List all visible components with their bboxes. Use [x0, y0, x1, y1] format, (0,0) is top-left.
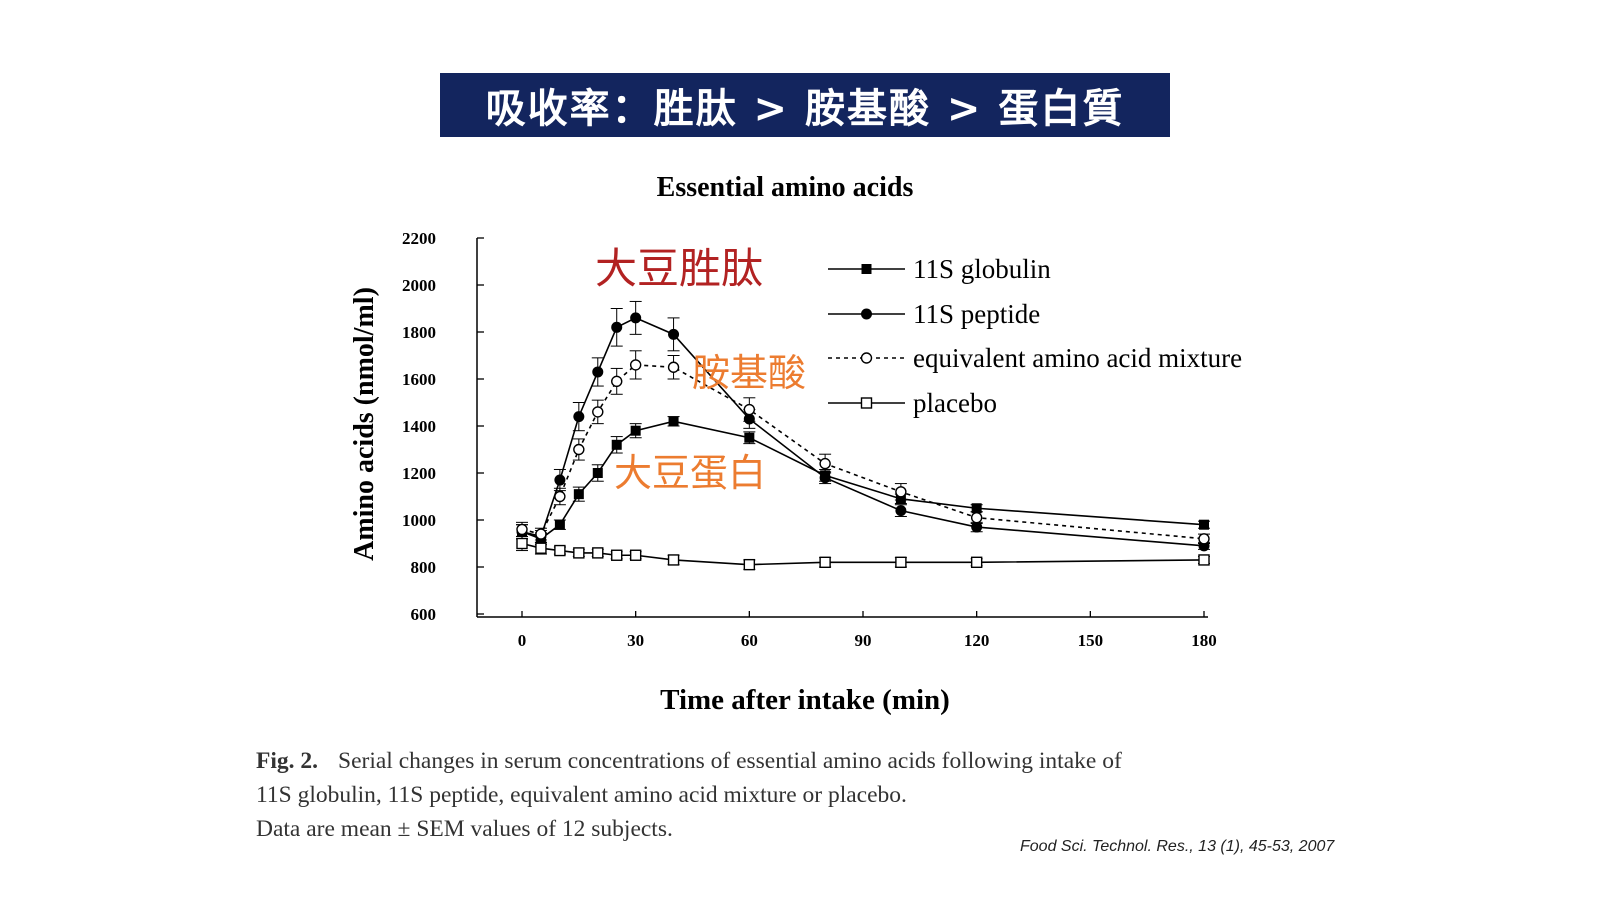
data-point — [743, 558, 756, 571]
title-banner: 吸收率：胜肽 > 胺基酸 > 蛋白質 — [440, 73, 1170, 137]
data-point — [970, 511, 983, 524]
legend-label: 11S globulin — [913, 254, 1051, 284]
data-point — [592, 468, 603, 478]
data-point — [554, 544, 566, 557]
data-point — [573, 489, 584, 500]
y-tick-label: 1000 — [402, 511, 436, 530]
x-tick-label: 60 — [741, 631, 758, 650]
data-point — [970, 556, 983, 568]
data-point — [592, 366, 604, 378]
source-citation: Food Sci. Technol. Res., 13 (1), 45-53, … — [1020, 838, 1335, 855]
data-point — [667, 361, 680, 373]
data-point — [1198, 533, 1210, 545]
data-point — [895, 505, 907, 517]
data-point — [630, 425, 641, 436]
data-point — [554, 474, 566, 486]
data-point — [895, 486, 907, 498]
data-point — [667, 554, 680, 566]
caption-line-2: 11S globulin, 11S peptide, equivalent am… — [256, 782, 907, 808]
x-tick-label: 30 — [627, 631, 644, 650]
data-point — [744, 432, 755, 443]
banner-title: 吸收率：胜肽 > 胺基酸 > 蛋白質 — [485, 86, 1125, 132]
x-tick-label: 0 — [518, 631, 527, 650]
legend-marker — [861, 308, 872, 320]
data-point — [592, 547, 604, 559]
data-point — [573, 411, 585, 423]
data-point — [743, 403, 756, 416]
data-point — [819, 457, 831, 470]
data-point — [611, 549, 623, 561]
data-point — [516, 537, 528, 550]
data-point — [629, 549, 642, 561]
chart-annotation: 胺基酸 — [692, 351, 806, 395]
chart-annotation: 大豆胜肽 — [595, 244, 763, 293]
figure-caption: Fig. 2. Serial changes in serum concentra… — [256, 744, 1376, 846]
data-point — [611, 375, 623, 388]
data-point — [1199, 519, 1209, 530]
chart-title: Essential amino acids — [657, 172, 914, 203]
data-point — [819, 556, 831, 568]
x-tick-label: 180 — [1191, 631, 1217, 650]
data-point — [895, 556, 907, 568]
y-axis-label: Amino acids (nmol/ml) — [349, 287, 380, 561]
y-tick-label: 2200 — [402, 229, 436, 248]
data-point — [554, 519, 565, 530]
data-point — [1198, 554, 1210, 566]
data-point — [611, 321, 623, 333]
data-point — [535, 542, 547, 554]
data-point — [668, 416, 679, 427]
legend-marker — [861, 264, 872, 274]
data-point — [971, 503, 982, 514]
legend-label: equivalent amino acid mixture — [913, 343, 1242, 373]
legend-marker — [860, 352, 873, 364]
caption-text-1: Serial changes in serum concentrations o… — [338, 748, 1122, 774]
data-point — [611, 439, 622, 450]
data-point — [668, 328, 680, 340]
caption-line-3: Data are mean ± SEM values of 12 subject… — [256, 816, 673, 842]
series-line-3 — [521, 542, 1205, 566]
amino-acid-line-chart: Essential amino acids6008001000120014001… — [349, 172, 1242, 716]
y-tick-label: 1400 — [402, 417, 436, 436]
data-point — [554, 490, 566, 503]
y-tick-label: 600 — [411, 605, 437, 624]
data-point — [573, 443, 585, 456]
x-axis-label: Time after intake (min) — [660, 684, 950, 716]
y-tick-label: 800 — [411, 558, 437, 577]
legend-label: placebo — [913, 388, 997, 418]
chart-annotation: 大豆蛋白 — [614, 451, 766, 495]
caption-fig-label: Fig. 2. — [256, 748, 319, 774]
data-point — [592, 406, 604, 418]
x-tick-label: 150 — [1078, 631, 1104, 650]
y-tick-label: 2000 — [402, 276, 436, 295]
x-tick-label: 120 — [964, 631, 990, 650]
data-point — [971, 521, 983, 533]
legend-label: 11S peptide — [913, 299, 1040, 329]
legend-marker — [860, 397, 873, 409]
data-point — [819, 472, 831, 484]
caption-line-1: Fig. 2. Serial changes in serum concentra… — [256, 744, 1376, 778]
y-tick-label: 1800 — [402, 323, 436, 342]
y-tick-label: 1600 — [402, 370, 436, 389]
data-point — [630, 312, 642, 324]
data-point — [629, 359, 642, 371]
x-tick-label: 90 — [855, 631, 872, 650]
y-tick-label: 1200 — [402, 464, 436, 483]
data-point — [516, 523, 528, 536]
data-point — [535, 528, 547, 540]
data-point — [573, 547, 585, 559]
